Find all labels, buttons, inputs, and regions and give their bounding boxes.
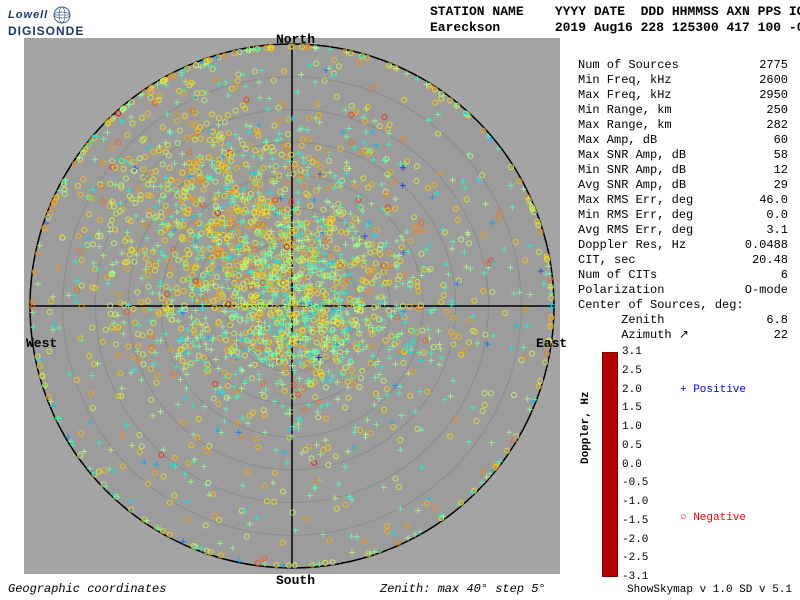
colorbar-ylabel: Doppler, Hz bbox=[580, 391, 592, 464]
stat-row: Avg RMS Err, deg3.1 bbox=[578, 223, 788, 238]
stat-row: Max SNR Amp, dB58 bbox=[578, 148, 788, 163]
stat-row: Min RMS Err, deg0.0 bbox=[578, 208, 788, 223]
stat-row: Avg SNR Amp, dB29 bbox=[578, 178, 788, 193]
stat-row: Min Freq, kHz2600 bbox=[578, 73, 788, 88]
stats-panel: Num of Sources2775Min Freq, kHz2600Max F… bbox=[578, 58, 788, 343]
north-label: North bbox=[276, 32, 315, 47]
east-label: East bbox=[536, 336, 567, 351]
legend-positive: + Positive bbox=[680, 384, 746, 396]
stat-row: Max Range, km282 bbox=[578, 118, 788, 133]
stat-row: Num of CITs6 bbox=[578, 268, 788, 283]
west-label: West bbox=[26, 336, 57, 351]
footer-left: Geographic coordinates bbox=[8, 582, 166, 596]
colorbar bbox=[602, 352, 618, 577]
stat-row: Max RMS Err, deg46.0 bbox=[578, 193, 788, 208]
footer-mid: Zenith: max 40° step 5° bbox=[380, 582, 546, 596]
stat-row: Center of Sources, deg: bbox=[578, 298, 788, 313]
south-label: South bbox=[276, 573, 315, 588]
stat-row: Max Freq, kHz2950 bbox=[578, 88, 788, 103]
stat-row: PolarizationO-mode bbox=[578, 283, 788, 298]
header-values: Eareckson 2019 Aug16 228 125300 417 100 … bbox=[430, 20, 800, 35]
stat-row: Num of Sources2775 bbox=[578, 58, 788, 73]
stat-row: CIT, sec20.48 bbox=[578, 253, 788, 268]
colorbar-area: Doppler, Hz 3.12.52.01.51.00.50.0-0.5-1.… bbox=[580, 352, 790, 582]
stat-row: Azimuth ↗22 bbox=[578, 328, 788, 343]
stat-row: Min Range, km250 bbox=[578, 103, 788, 118]
stat-row: Zenith6.8 bbox=[578, 313, 788, 328]
stat-row: Min SNR Amp, dB12 bbox=[578, 163, 788, 178]
skymap-chart bbox=[24, 38, 560, 574]
header-columns: STATION NAME YYYY DATE DDD HHMMSS AXN PP… bbox=[430, 4, 800, 19]
legend-negative: ○ Negative bbox=[680, 512, 746, 524]
stat-row: Doppler Res, Hz0.0488 bbox=[578, 238, 788, 253]
stat-row: Max Amp, dB60 bbox=[578, 133, 788, 148]
footer-right: ShowSkymap v 1.0 SD v 5.1 bbox=[627, 584, 792, 596]
